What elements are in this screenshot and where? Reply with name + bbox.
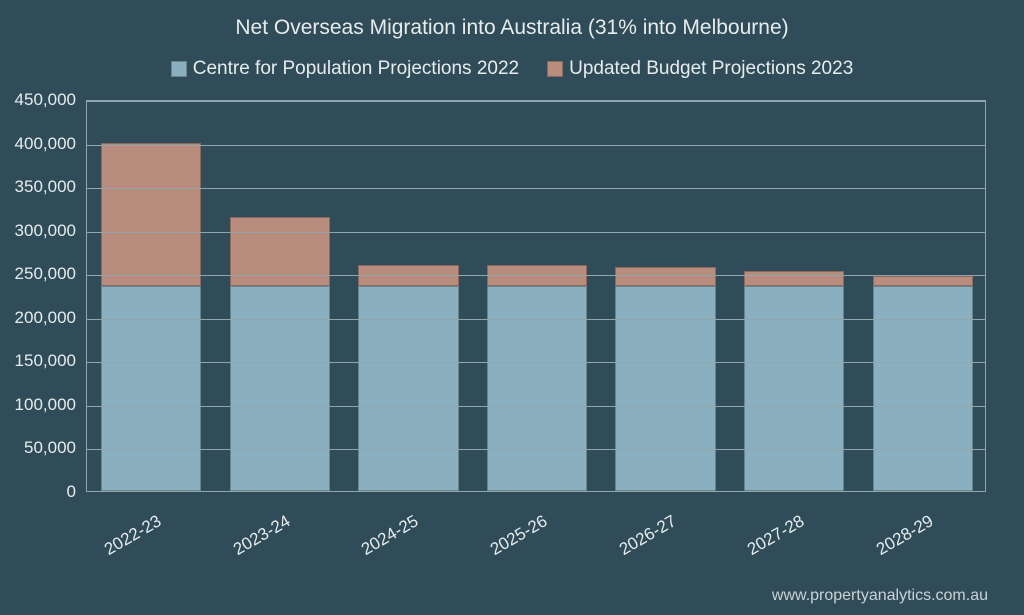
- y-tick-label: 150,000: [0, 351, 76, 371]
- chart-attribution: www.propertyanalytics.com.au: [772, 587, 988, 605]
- y-tick-label: 350,000: [0, 177, 76, 197]
- y-tick-label: 250,000: [0, 264, 76, 284]
- bar-segment-series1: [744, 286, 844, 491]
- bar-segment-series2: [101, 143, 201, 287]
- legend-swatch-series2: [547, 61, 563, 77]
- y-tick-label: 100,000: [0, 395, 76, 415]
- bar-group: [230, 99, 330, 491]
- grid-line: [87, 449, 985, 450]
- bar-group: [358, 99, 458, 491]
- x-tick-label: 2022-23: [77, 511, 165, 573]
- bar-group: [101, 99, 201, 491]
- x-tick-label: 2023-24: [206, 511, 294, 573]
- legend-item-series2: Updated Budget Projections 2023: [547, 58, 853, 80]
- plot-area: [86, 100, 986, 492]
- grid-line: [87, 362, 985, 363]
- y-tick-label: 0: [0, 482, 76, 502]
- x-tick-label: 2028-29: [849, 511, 937, 573]
- bar-segment-series2: [615, 267, 715, 286]
- bar-group: [744, 99, 844, 491]
- y-tick-label: 400,000: [0, 134, 76, 154]
- y-tick-label: 50,000: [0, 438, 76, 458]
- bar-segment-series1: [358, 286, 458, 491]
- bar-segment-series2: [873, 276, 973, 286]
- chart-legend: Centre for Population Projections 2022 U…: [0, 58, 1024, 80]
- x-tick-label: 2027-28: [720, 511, 808, 573]
- y-tick-label: 200,000: [0, 308, 76, 328]
- y-tick-label: 300,000: [0, 221, 76, 241]
- x-tick-label: 2025-26: [463, 511, 551, 573]
- bar-segment-series1: [101, 286, 201, 491]
- x-tick-label: 2026-27: [592, 511, 680, 573]
- bar-group: [487, 99, 587, 491]
- legend-label-series1: Centre for Population Projections 2022: [193, 58, 519, 80]
- bar-segment-series2: [744, 271, 844, 287]
- grid-line: [87, 232, 985, 233]
- grid-line: [87, 188, 985, 189]
- legend-swatch-series1: [171, 61, 187, 77]
- bars-layer: [87, 101, 985, 491]
- legend-label-series2: Updated Budget Projections 2023: [569, 58, 853, 80]
- grid-line: [87, 275, 985, 276]
- bar-segment-series1: [230, 286, 330, 491]
- bar-group: [615, 99, 715, 491]
- grid-line: [87, 406, 985, 407]
- chart-title: Net Overseas Migration into Australia (3…: [0, 16, 1024, 40]
- grid-line: [87, 145, 985, 146]
- bar-segment-series1: [487, 286, 587, 491]
- x-tick-label: 2024-25: [334, 511, 422, 573]
- bar-group: [873, 99, 973, 491]
- y-tick-label: 450,000: [0, 90, 76, 110]
- grid-line: [87, 101, 985, 102]
- grid-line: [87, 319, 985, 320]
- bar-segment-series1: [615, 286, 715, 491]
- legend-item-series1: Centre for Population Projections 2022: [171, 58, 519, 80]
- migration-chart: Net Overseas Migration into Australia (3…: [0, 0, 1024, 615]
- bar-segment-series1: [873, 286, 973, 491]
